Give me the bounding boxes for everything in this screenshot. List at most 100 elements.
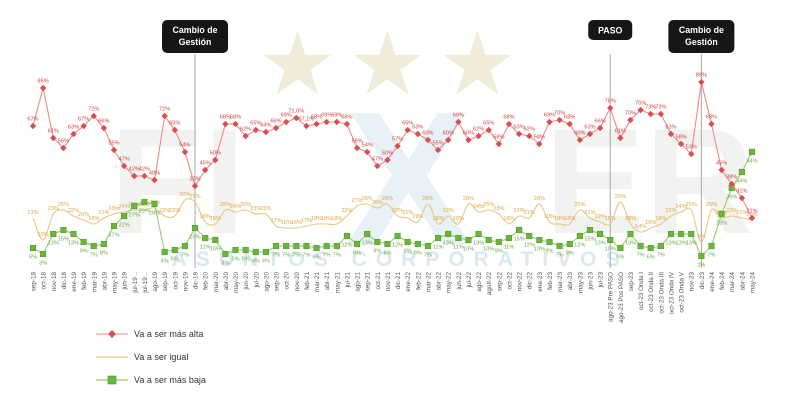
x-axis-tick-label: ene-22 [405, 272, 412, 292]
data-point-label: 4% [252, 259, 260, 265]
data-point-marker [556, 242, 563, 250]
data-point-marker [354, 240, 361, 248]
data-point-label: 69% [321, 113, 332, 119]
data-point-label: 12% [392, 243, 403, 249]
x-axis-tick-label: nov-23 [689, 272, 696, 292]
data-point-label: 25% [483, 202, 494, 208]
x-axis-tick-label: oct-20 [284, 272, 291, 290]
data-point-label: 66% [270, 119, 281, 125]
data-point-label: 70% [554, 111, 565, 117]
data-point-marker [617, 134, 624, 142]
data-point-marker [313, 120, 320, 128]
data-point-label: 8% [414, 251, 422, 257]
x-axis-tick-label: feb-21 [304, 272, 311, 290]
data-point-label: 73% [645, 105, 656, 111]
data-point-label: 17% [108, 233, 119, 239]
data-point-marker [80, 238, 87, 246]
data-point-label: 13% [443, 241, 454, 247]
data-point-marker [252, 126, 259, 134]
data-point-label: 16% [281, 220, 292, 226]
data-point-marker [363, 148, 371, 156]
data-point-marker [738, 168, 745, 176]
data-point-marker [181, 242, 188, 250]
data-point-label: 9% [80, 249, 88, 255]
data-point-label: 29% [139, 209, 150, 215]
x-axis-tick-label: feb-22 [415, 272, 422, 290]
data-point-marker [374, 238, 381, 246]
data-point-label: 7% [333, 253, 341, 259]
data-point-label: 11% [504, 245, 515, 251]
data-point-marker [353, 144, 361, 152]
data-point-marker [586, 226, 594, 234]
data-point-marker [495, 238, 502, 246]
data-point-marker [70, 130, 77, 138]
data-point-marker [313, 244, 320, 252]
data-point-marker [505, 234, 513, 242]
data-point-marker [171, 246, 178, 254]
data-point-label: 11% [200, 245, 211, 251]
data-point-marker [161, 248, 168, 256]
data-point-marker [748, 148, 756, 156]
data-point-label: 70% [625, 111, 636, 117]
data-point-marker [475, 132, 482, 140]
x-axis-tick-label: oct-18 [41, 272, 48, 290]
data-point-label: 7% [181, 253, 189, 259]
data-point-marker [647, 244, 654, 252]
data-point-label: 23% [48, 206, 59, 212]
data-point-label: 18% [432, 216, 443, 222]
annotation-box: Cambio de Gestión [162, 20, 229, 53]
data-point-marker [698, 78, 705, 86]
data-point-marker [455, 118, 462, 126]
data-point-label: 62% [473, 127, 484, 133]
data-point-label: 3% [221, 261, 229, 267]
data-point-marker [151, 176, 158, 184]
data-point-label: 54% [746, 159, 757, 165]
data-point-marker [596, 124, 604, 132]
data-point-marker [90, 242, 97, 250]
legend-item-igual: Va a ser igual [96, 345, 206, 368]
x-axis-tick-label: jun-22 [456, 272, 463, 291]
data-point-marker [303, 122, 310, 130]
data-point-marker [435, 234, 442, 242]
x-axis-tick-label: abr-20 [223, 272, 230, 291]
data-point-marker [586, 130, 594, 138]
data-point-marker [576, 232, 583, 240]
data-point-label: 10% [605, 247, 616, 253]
data-point-label: 7% [556, 253, 564, 259]
data-point-label: 23% [250, 206, 261, 212]
data-point-label: 69% [331, 113, 342, 119]
data-point-marker [121, 212, 128, 220]
data-point-label: 24% [676, 204, 687, 210]
data-point-label: 67% [27, 117, 38, 123]
data-point-marker [242, 246, 249, 254]
data-point-marker [607, 104, 614, 112]
data-point-label: 50% [210, 151, 221, 157]
x-axis-tick-label: may-22 [446, 272, 453, 293]
data-point-label: 73% [655, 105, 666, 111]
data-point-label: 7% [707, 253, 715, 259]
data-point-label: 5% [171, 257, 179, 263]
data-point-marker [536, 140, 543, 148]
data-point-marker [414, 130, 422, 138]
data-point-marker [546, 238, 553, 246]
data-point-label: 7% [90, 253, 98, 259]
data-point-label: 22% [119, 223, 130, 229]
x-axis-tick-label: mar-19 [91, 272, 98, 292]
data-point-label: 45% [200, 161, 211, 167]
legend-item-mas-baja: Va a ser más baja [96, 368, 206, 391]
data-point-label: 7% [657, 253, 665, 259]
data-point-marker [566, 240, 573, 248]
data-point-marker [191, 182, 199, 190]
data-point-marker [191, 224, 199, 232]
data-point-label: 22% [392, 208, 403, 214]
x-axis-tick-label: oct-23 Onda I [638, 272, 645, 310]
data-point-marker [100, 240, 107, 248]
x-axis-tick-label: dic-18 [61, 272, 68, 290]
data-point-label: 18% [554, 216, 565, 222]
data-point-label: 54% [179, 143, 190, 149]
series-line [32, 198, 753, 243]
data-point-label: 68% [706, 115, 717, 121]
data-point-marker [110, 222, 118, 230]
x-axis-tick-label: nov-20 [294, 272, 301, 292]
data-point-marker [748, 214, 756, 222]
